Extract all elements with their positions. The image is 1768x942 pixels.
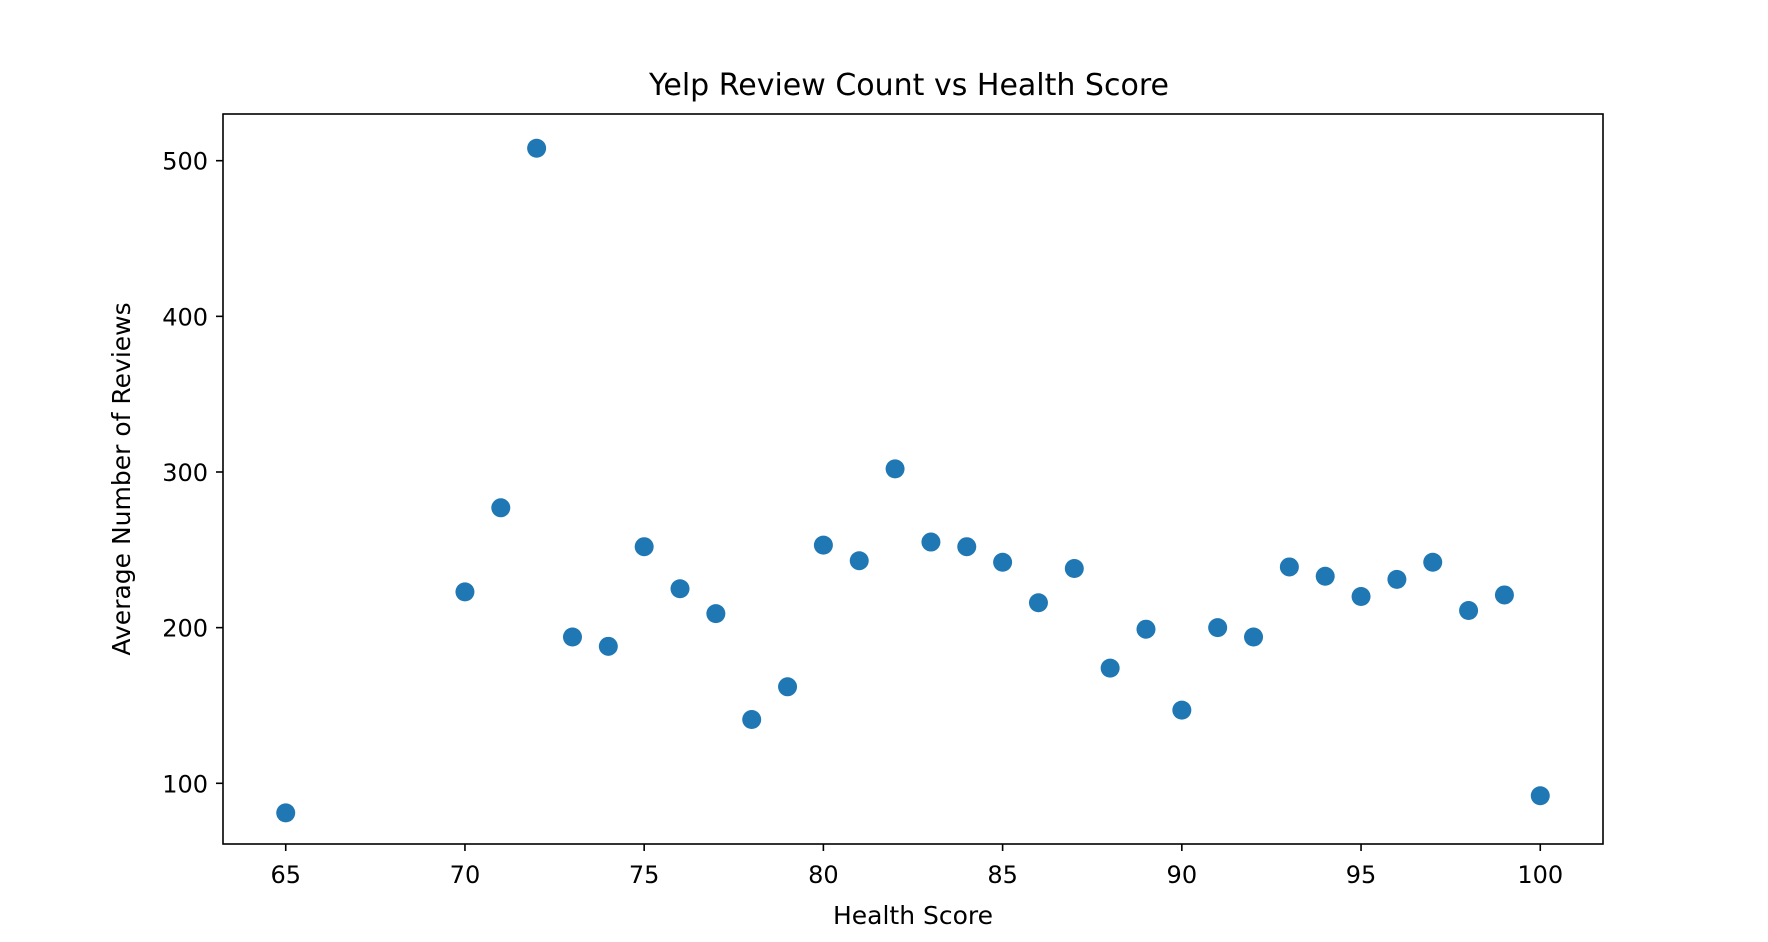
data-point [598, 636, 618, 656]
data-point [562, 627, 582, 647]
y-tick-label: 200 [162, 615, 208, 643]
data-point [1208, 618, 1228, 638]
data-point [849, 551, 869, 571]
x-tick-label: 70 [450, 861, 481, 889]
data-point [1530, 786, 1550, 806]
data-point [455, 582, 475, 602]
x-axis-ticks: 65 70 75 80 85 90 95 100 [270, 844, 1563, 889]
y-axis-label: Average Number of Reviews [107, 302, 136, 655]
x-tick-label: 80 [808, 861, 839, 889]
x-tick-label: 95 [1346, 861, 1377, 889]
data-point [1279, 557, 1299, 577]
data-point [957, 537, 977, 557]
y-tick-label: 100 [162, 770, 208, 798]
data-point [1244, 627, 1264, 647]
x-axis-label: Health Score [833, 901, 993, 930]
data-point [1351, 587, 1371, 607]
data-point [1136, 619, 1156, 639]
data-point [885, 459, 905, 479]
data-point [276, 803, 296, 823]
data-point [634, 537, 654, 557]
data-point [1100, 658, 1120, 678]
data-points [276, 138, 1550, 823]
data-point [670, 579, 690, 599]
y-axis-ticks: 100 200 300 400 500 [162, 148, 223, 798]
data-point [491, 498, 511, 518]
data-point [1172, 700, 1192, 720]
data-point [1064, 558, 1084, 578]
y-tick-label: 500 [162, 148, 208, 176]
data-point [527, 138, 547, 158]
data-point [1423, 552, 1443, 572]
x-tick-label: 75 [629, 861, 660, 889]
data-point [1494, 585, 1514, 605]
data-point [813, 535, 833, 555]
x-tick-label: 85 [987, 861, 1018, 889]
data-point [993, 552, 1013, 572]
data-point [921, 532, 941, 552]
data-point [742, 709, 762, 729]
x-tick-label: 65 [270, 861, 301, 889]
x-tick-label: 90 [1167, 861, 1198, 889]
data-point [1387, 569, 1407, 589]
data-point [778, 677, 798, 697]
x-tick-label: 100 [1517, 861, 1563, 889]
data-point [1459, 601, 1479, 621]
data-point [1315, 566, 1335, 586]
plot-frame [222, 113, 1604, 845]
data-point [706, 604, 726, 624]
y-tick-label: 300 [162, 459, 208, 487]
chart-title: Yelp Review Count vs Health Score [648, 68, 1169, 103]
y-tick-label: 400 [162, 303, 208, 331]
data-point [1028, 593, 1048, 613]
